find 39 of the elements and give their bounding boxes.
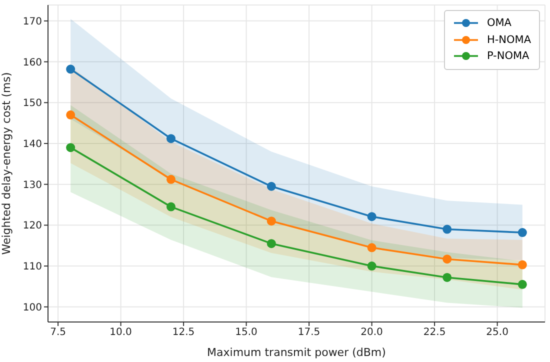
y-tick-label: 130	[22, 180, 42, 191]
point	[266, 216, 276, 226]
point	[442, 254, 452, 264]
point	[367, 262, 376, 271]
legend-label: P-NOMA	[486, 50, 530, 62]
y-tick-label: 140	[22, 139, 42, 150]
point	[166, 134, 176, 144]
point	[66, 110, 76, 120]
y-tick-label: 160	[22, 57, 42, 68]
point	[266, 182, 276, 191]
y-tick-label: 150	[22, 98, 42, 110]
y-tick-label: 110	[22, 262, 42, 273]
y-tick-label: 170	[22, 16, 42, 28]
y-tick-label: 120	[22, 220, 42, 232]
point	[518, 260, 527, 270]
y-tick-label: 100	[22, 302, 42, 314]
point	[66, 143, 76, 152]
legend-label: OMA	[486, 17, 512, 30]
point	[367, 212, 376, 222]
legend-label: H-NOMA	[486, 34, 531, 46]
x-tick-label: 15.0	[235, 327, 258, 338]
x-tick-label: 17.5	[298, 327, 320, 338]
point	[166, 202, 176, 212]
point	[66, 64, 76, 74]
x-tick-label: 20.0	[360, 327, 383, 338]
x-tick-label: 7.5	[50, 327, 66, 338]
point	[518, 280, 527, 289]
y-axis-title: Weighted delay-energy cost (ms)	[0, 72, 13, 255]
point	[442, 272, 452, 282]
point	[442, 224, 452, 234]
point	[367, 243, 376, 252]
point	[518, 228, 527, 238]
x-tick-label: 25.0	[486, 327, 508, 338]
point	[266, 239, 276, 248]
x-tick-label: 12.5	[172, 327, 195, 338]
x-tick-label: 10.0	[110, 327, 132, 338]
x-axis-title: Maximum transmit power (dBm)	[207, 346, 386, 359]
x-tick-label: 22.5	[423, 327, 446, 338]
point	[166, 174, 176, 184]
